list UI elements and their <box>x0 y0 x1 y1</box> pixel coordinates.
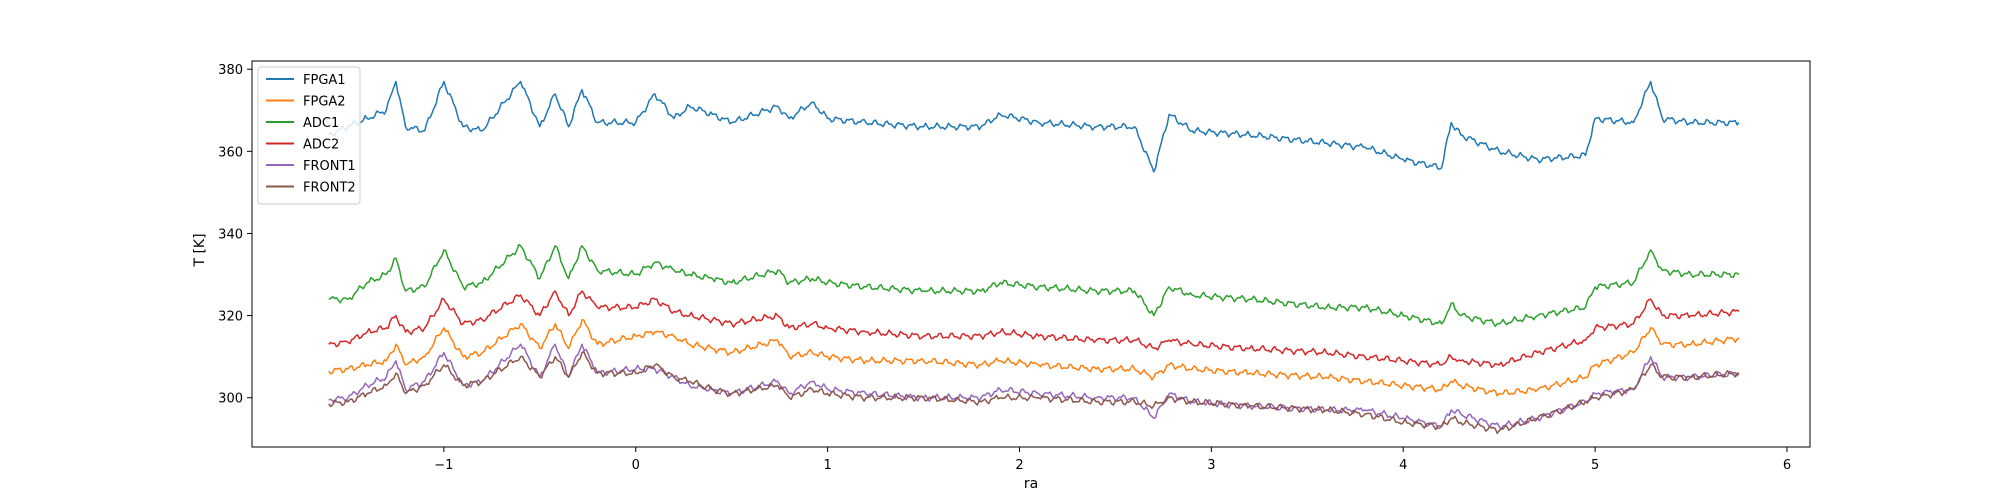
plot-area <box>328 80 1740 435</box>
y-tick-label: 380 <box>218 63 243 78</box>
y-axis-label: T [K] <box>192 233 208 267</box>
x-tick-label: 5 <box>1591 458 1599 473</box>
legend-label-fpga2: FPGA2 <box>303 95 346 110</box>
x-tick-label: 6 <box>1783 458 1791 473</box>
series-line-front2 <box>328 350 1740 435</box>
legend-label-adc1: ADC1 <box>303 116 339 131</box>
y-tick-label: 340 <box>218 227 243 242</box>
series-line-adc1 <box>328 243 1740 328</box>
x-tick-label: 0 <box>632 458 640 473</box>
legend: FPGA1 FPGA2 ADC1 ADC2 FRONT1 FRONT2 <box>257 66 361 205</box>
legend-label-front2: FRONT2 <box>303 181 356 196</box>
series-line-adc2 <box>328 290 1740 369</box>
x-tick-label: 3 <box>1207 458 1215 473</box>
series-line-fpga1 <box>328 80 1740 173</box>
series-line-front1 <box>328 343 1740 431</box>
axes: −1 0 1 2 3 4 5 6 300 320 340 360 380 <box>218 60 1811 473</box>
y-tick-label: 360 <box>218 145 243 160</box>
series-line-fpga2 <box>328 318 1740 397</box>
y-tick-label: 320 <box>218 310 243 325</box>
legend-label-front1: FRONT1 <box>303 159 356 174</box>
y-tick-label: 300 <box>218 392 243 407</box>
x-tick-label: 1 <box>823 458 831 473</box>
x-tick-label: 4 <box>1399 458 1407 473</box>
x-tick-label: −1 <box>434 458 453 473</box>
x-axis-label: ra <box>1024 476 1038 492</box>
plot-frame <box>251 60 1811 448</box>
x-tick-label: 2 <box>1015 458 1023 473</box>
legend-label-fpga1: FPGA1 <box>303 73 346 88</box>
legend-label-adc2: ADC2 <box>303 138 339 153</box>
